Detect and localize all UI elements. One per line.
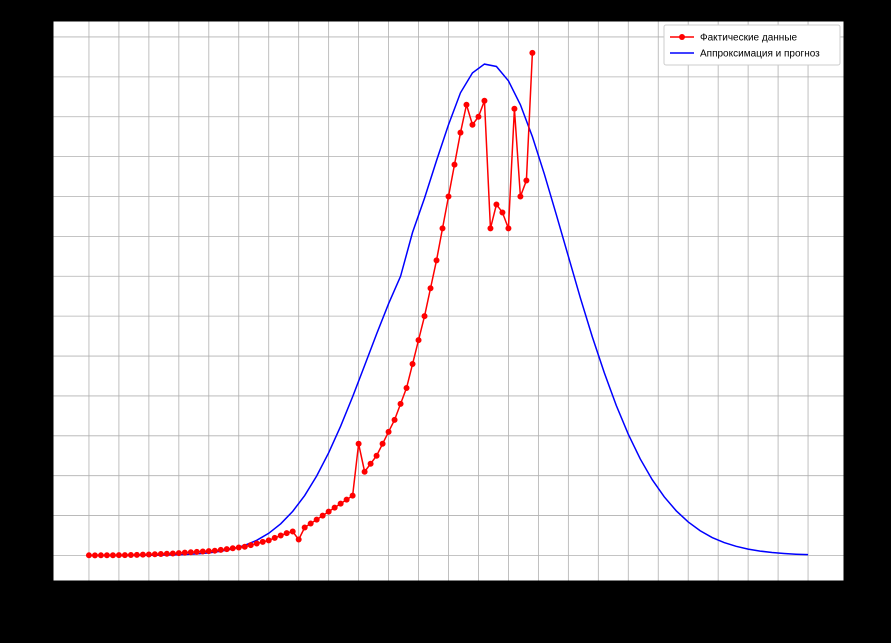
actual-marker xyxy=(380,441,385,446)
actual-marker xyxy=(146,552,151,557)
actual-marker xyxy=(92,553,97,558)
actual-marker xyxy=(452,162,457,167)
actual-marker xyxy=(140,552,145,557)
actual-marker xyxy=(440,226,445,231)
actual-marker xyxy=(350,493,355,498)
actual-marker xyxy=(104,553,109,558)
actual-marker xyxy=(98,553,103,558)
actual-marker xyxy=(200,549,205,554)
actual-marker xyxy=(224,547,229,552)
actual-marker xyxy=(134,552,139,557)
actual-marker xyxy=(248,543,253,548)
actual-marker xyxy=(230,546,235,551)
legend: Фактические данные Аппроксимация и прогно… xyxy=(664,25,840,65)
actual-marker xyxy=(110,553,115,558)
actual-marker xyxy=(428,286,433,291)
actual-marker xyxy=(434,258,439,263)
actual-marker xyxy=(500,210,505,215)
actual-marker xyxy=(242,544,247,549)
actual-marker xyxy=(308,521,313,526)
actual-marker xyxy=(206,549,211,554)
actual-marker xyxy=(464,102,469,107)
actual-marker xyxy=(416,338,421,343)
chart-svg: Фактические данные Аппроксимация и прогно… xyxy=(0,0,891,643)
actual-marker xyxy=(518,194,523,199)
actual-marker xyxy=(392,417,397,422)
actual-marker xyxy=(512,106,517,111)
actual-marker xyxy=(494,202,499,207)
actual-marker xyxy=(320,513,325,518)
actual-marker xyxy=(530,50,535,55)
actual-marker xyxy=(182,550,187,555)
actual-marker xyxy=(422,314,427,319)
actual-marker xyxy=(272,535,277,540)
actual-marker xyxy=(524,178,529,183)
actual-marker xyxy=(326,509,331,514)
actual-marker xyxy=(302,525,307,530)
actual-marker xyxy=(446,194,451,199)
legend-handle-marker xyxy=(679,34,685,40)
actual-marker xyxy=(290,529,295,534)
actual-marker xyxy=(218,547,223,552)
actual-marker xyxy=(152,552,157,557)
actual-marker xyxy=(170,551,175,556)
actual-marker xyxy=(158,552,163,557)
actual-marker xyxy=(482,98,487,103)
actual-marker xyxy=(176,551,181,556)
actual-marker xyxy=(86,553,91,558)
actual-marker xyxy=(194,549,199,554)
actual-marker xyxy=(398,401,403,406)
actual-marker xyxy=(356,441,361,446)
actual-marker xyxy=(212,548,217,553)
actual-marker xyxy=(128,552,133,557)
actual-marker xyxy=(410,362,415,367)
actual-marker xyxy=(314,517,319,522)
actual-marker xyxy=(362,469,367,474)
actual-marker xyxy=(404,385,409,390)
actual-marker xyxy=(332,505,337,510)
actual-marker xyxy=(266,538,271,543)
actual-marker xyxy=(122,553,127,558)
actual-marker xyxy=(506,226,511,231)
actual-marker xyxy=(344,497,349,502)
actual-marker xyxy=(338,501,343,506)
actual-marker xyxy=(296,537,301,542)
chart-container: Фактические данные Аппроксимация и прогно… xyxy=(0,0,891,643)
actual-marker xyxy=(188,550,193,555)
actual-marker xyxy=(470,122,475,127)
actual-marker xyxy=(458,130,463,135)
legend-label: Фактические данные xyxy=(700,33,798,44)
actual-marker xyxy=(116,553,121,558)
actual-marker xyxy=(164,551,169,556)
actual-marker xyxy=(368,461,373,466)
legend-label: Аппроксимация и прогноз xyxy=(700,49,820,60)
actual-marker xyxy=(278,533,283,538)
actual-marker xyxy=(476,114,481,119)
actual-marker xyxy=(236,545,241,550)
actual-marker xyxy=(254,541,259,546)
actual-marker xyxy=(284,531,289,536)
actual-marker xyxy=(260,539,265,544)
actual-marker xyxy=(488,226,493,231)
actual-marker xyxy=(386,429,391,434)
actual-marker xyxy=(374,453,379,458)
